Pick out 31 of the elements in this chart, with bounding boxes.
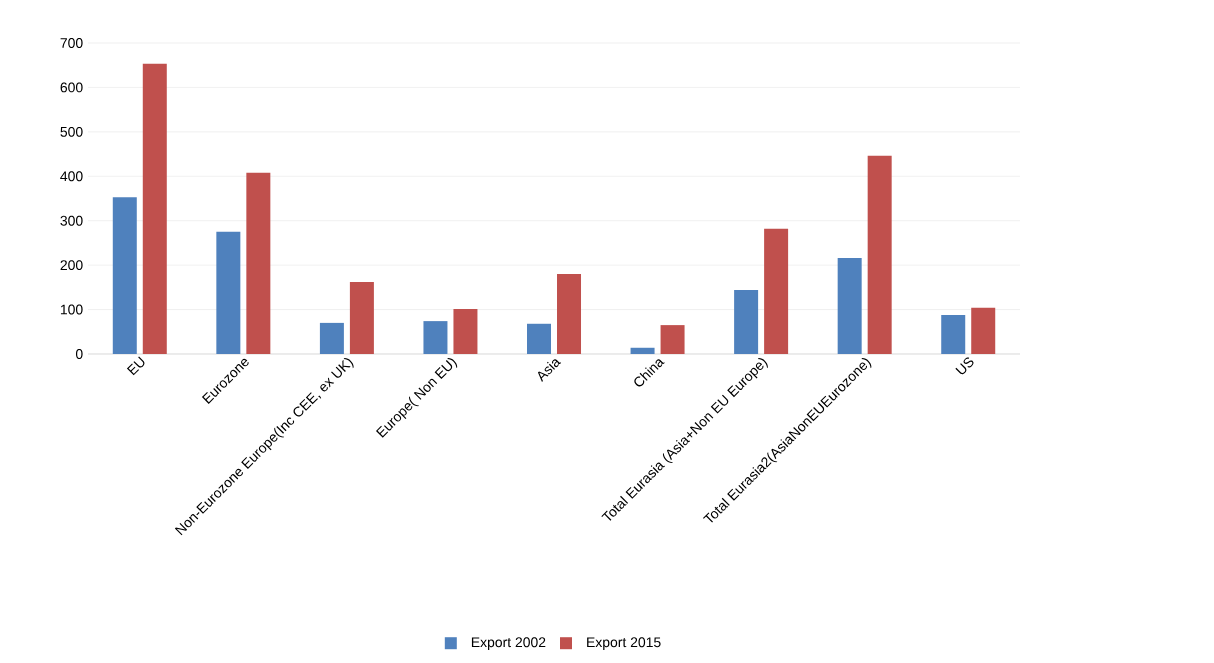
y-tick-label: 100 [60,304,83,315]
y-tick-label: 300 [60,215,83,226]
bar [557,274,582,354]
x-tick-label: Asia [537,359,562,382]
legend-label: Export 2015 [587,637,661,650]
bar [112,197,137,354]
y-tick-label: 600 [60,82,83,93]
bar [764,228,789,354]
bar [423,321,448,354]
bar [527,323,552,354]
bar [660,325,685,354]
bar [453,309,478,354]
bar [971,307,996,354]
bar [142,63,167,354]
bar [246,172,271,354]
y-tick-label: 500 [60,126,83,137]
bar [319,322,344,354]
y-tick-label: 200 [60,260,83,271]
bar [630,347,655,354]
x-tick-label: US [955,357,974,375]
y-tick-label: 0 [75,349,83,359]
legend-label: Export 2002 [471,637,546,650]
x-tick-label: EU [126,356,145,376]
bar [837,258,862,354]
bar [349,282,374,354]
bar [867,155,892,354]
bar [216,231,241,354]
bar [941,314,966,354]
y-tick-label: 400 [60,171,83,182]
bar [734,290,759,354]
y-tick-label: 700 [60,38,83,48]
